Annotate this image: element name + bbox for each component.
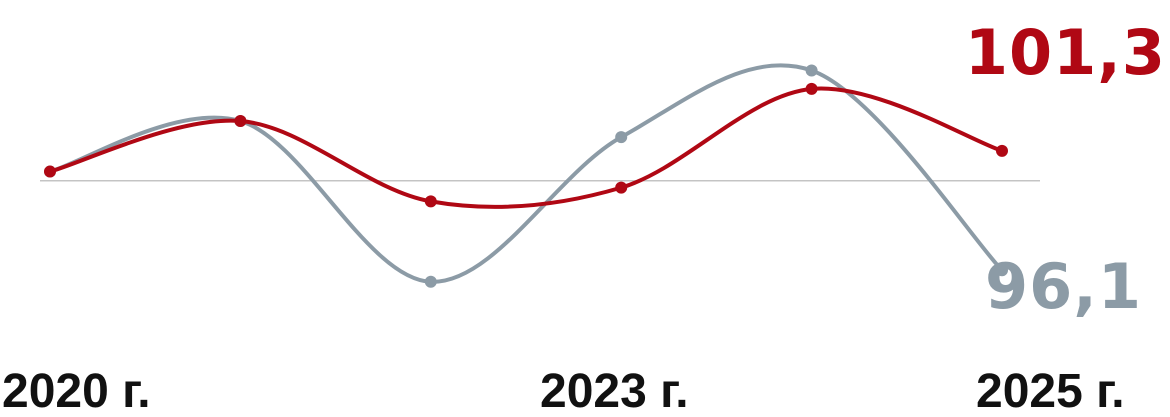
x-tick-label-2025: 2025 г. <box>976 365 1125 417</box>
gray-series-line <box>48 63 1004 284</box>
gray-series-end-label: 96,1 <box>985 250 1142 323</box>
gray-series-point <box>424 275 437 288</box>
x-tick-label-2020: 2020 г. <box>2 365 151 417</box>
red-series-point <box>615 181 628 194</box>
red-series-line <box>48 86 1004 209</box>
red-series-point <box>805 82 818 95</box>
gray-series <box>44 63 1008 288</box>
series-layer <box>44 63 1008 288</box>
red-series <box>44 82 1008 209</box>
red-series-point <box>234 115 247 128</box>
gray-series-point <box>615 131 628 144</box>
gray-series-point <box>805 64 818 77</box>
red-series-point <box>424 195 437 208</box>
red-series-point <box>44 165 56 178</box>
gray-series-point <box>996 264 1008 277</box>
red-series-point <box>996 144 1008 157</box>
red-series-end-label: 101,3 <box>964 16 1166 89</box>
x-tick-label-2023: 2023 г. <box>540 365 689 417</box>
